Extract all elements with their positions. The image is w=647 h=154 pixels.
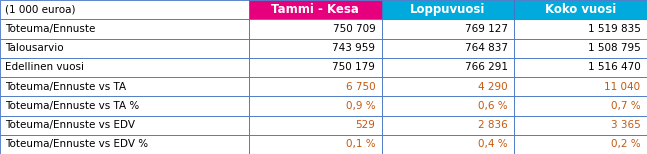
Text: 2 836: 2 836: [478, 120, 508, 130]
Bar: [0, 135, 249, 154]
Bar: [514, 19, 647, 38]
Bar: [514, 77, 647, 96]
Text: 1 519 835: 1 519 835: [587, 24, 641, 34]
Text: 0,6 %: 0,6 %: [478, 101, 508, 111]
Text: Toteuma/Ennuste vs EDV: Toteuma/Ennuste vs EDV: [5, 120, 135, 130]
Bar: [249, 135, 382, 154]
Bar: [514, 135, 647, 154]
Bar: [0, 77, 249, 96]
Text: (1 000 euroa): (1 000 euroa): [5, 5, 76, 15]
Text: 0,1 %: 0,1 %: [345, 139, 375, 149]
Bar: [0, 38, 249, 58]
Text: Toteuma/Ennuste vs TA %: Toteuma/Ennuste vs TA %: [5, 101, 139, 111]
Text: 1 508 795: 1 508 795: [587, 43, 641, 53]
Text: 0,7 %: 0,7 %: [611, 101, 641, 111]
Text: Toteuma/Ennuste: Toteuma/Ennuste: [5, 24, 96, 34]
Text: Toteuma/Ennuste vs TA: Toteuma/Ennuste vs TA: [5, 82, 126, 92]
Text: 11 040: 11 040: [604, 82, 641, 92]
Text: 764 837: 764 837: [465, 43, 508, 53]
Text: 750 179: 750 179: [333, 62, 375, 72]
Bar: [514, 38, 647, 58]
Bar: [514, 96, 647, 116]
Text: 743 959: 743 959: [333, 43, 375, 53]
Bar: [249, 96, 382, 116]
Bar: [249, 116, 382, 135]
Text: Tammi - Kesa: Tammi - Kesa: [272, 3, 359, 16]
Bar: [249, 38, 382, 58]
Text: 3 365: 3 365: [611, 120, 641, 130]
Text: Edellinen vuosi: Edellinen vuosi: [5, 62, 84, 72]
Text: 4 290: 4 290: [478, 82, 508, 92]
Text: 750 709: 750 709: [333, 24, 375, 34]
Text: 769 127: 769 127: [465, 24, 508, 34]
Text: 0,4 %: 0,4 %: [478, 139, 508, 149]
Text: 766 291: 766 291: [465, 62, 508, 72]
Bar: [382, 19, 514, 38]
Bar: [514, 58, 647, 77]
Text: Toteuma/Ennuste vs EDV %: Toteuma/Ennuste vs EDV %: [5, 139, 148, 149]
Bar: [249, 77, 382, 96]
Bar: [382, 38, 514, 58]
Bar: [0, 96, 249, 116]
Bar: [514, 116, 647, 135]
Bar: [382, 77, 514, 96]
Bar: [382, 0, 514, 19]
Bar: [249, 19, 382, 38]
Text: 0,9 %: 0,9 %: [345, 101, 375, 111]
Text: Talousarvio: Talousarvio: [5, 43, 64, 53]
Bar: [0, 116, 249, 135]
Bar: [514, 0, 647, 19]
Bar: [382, 116, 514, 135]
Text: Koko vuosi: Koko vuosi: [545, 3, 617, 16]
Bar: [249, 0, 382, 19]
Bar: [0, 0, 249, 19]
Bar: [382, 58, 514, 77]
Text: 0,2 %: 0,2 %: [611, 139, 641, 149]
Bar: [382, 135, 514, 154]
Bar: [0, 58, 249, 77]
Text: 529: 529: [355, 120, 375, 130]
Text: Loppuvuosi: Loppuvuosi: [410, 3, 486, 16]
Bar: [382, 96, 514, 116]
Bar: [0, 19, 249, 38]
Text: 1 516 470: 1 516 470: [587, 62, 641, 72]
Text: 6 750: 6 750: [345, 82, 375, 92]
Bar: [249, 58, 382, 77]
